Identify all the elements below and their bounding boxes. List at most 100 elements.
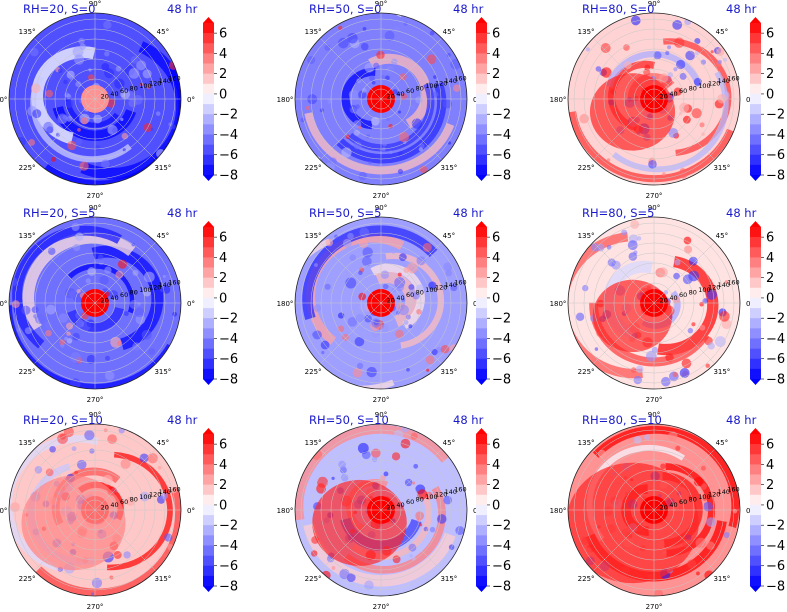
angular-gridline <box>94 449 156 511</box>
colorbar-segment <box>203 287 214 299</box>
field-cell <box>373 62 380 69</box>
field-cell <box>338 37 349 49</box>
colorbar-segment <box>476 535 487 546</box>
colorbar-segment <box>750 53 761 64</box>
colorbar-extend-low <box>203 175 214 181</box>
field-cell <box>401 298 406 302</box>
colorbar-tick-label: 2 <box>219 271 227 286</box>
angle-tick-label: 180° <box>550 96 567 104</box>
colorbar: 6 4 2 0 −2 −4 −6 −8 <box>203 17 238 184</box>
field-cell <box>90 592 94 596</box>
field-cell <box>379 121 387 128</box>
field-cell <box>74 470 79 475</box>
field-cell <box>350 106 357 114</box>
field-cell <box>128 68 140 79</box>
colorbar-tick-label: −4 <box>219 128 238 143</box>
colorbar-tick-label: −4 <box>766 332 785 347</box>
polar-grid <box>568 13 740 185</box>
colorbar-tick-label: −4 <box>766 539 785 554</box>
panel-title: RH=80, S=10 <box>582 413 662 427</box>
angle-tick-label: 45° <box>716 439 728 447</box>
warm-core <box>90 292 108 310</box>
field-cell <box>393 26 400 33</box>
field-cell <box>445 269 452 277</box>
colorbar-tick-label: −6 <box>492 352 511 367</box>
colorbar-tick-label: 4 <box>766 47 774 62</box>
field-cell <box>380 270 390 279</box>
colorbar-segment <box>750 434 761 445</box>
field-cell <box>366 380 371 385</box>
field-cell <box>66 94 72 100</box>
field-cell <box>691 108 702 119</box>
field-cell <box>142 69 152 79</box>
colorbar-tick-label: −8 <box>492 580 511 595</box>
angular-gridline <box>653 38 715 100</box>
angle-tick-label: 270° <box>373 192 390 200</box>
angle-tick-label: 180° <box>550 300 567 308</box>
spiral-band <box>370 263 425 329</box>
colorbar-segment <box>476 525 487 536</box>
panel-time-label: 48 hr <box>453 413 484 427</box>
field-cell <box>714 336 726 348</box>
colorbar-tick-label: 0 <box>492 498 500 513</box>
colorbar-segment <box>203 257 214 268</box>
colorbar-extend-low <box>203 586 214 592</box>
field-cell <box>345 277 357 289</box>
radial-tick-label: 40 <box>396 294 404 302</box>
radial-tick-label: 20 <box>660 296 668 304</box>
colorbar-segment <box>203 484 214 496</box>
colorbar-tick-label: 2 <box>492 271 500 286</box>
field-cell <box>76 459 87 470</box>
radial-tick-label: 140 <box>159 77 171 85</box>
field-cell <box>397 168 404 175</box>
field-cell <box>696 571 700 576</box>
angle-tick-label: 0° <box>187 96 195 104</box>
polar-frame <box>294 423 468 597</box>
colorbar-segment <box>476 93 487 105</box>
radial-tick-label: 80 <box>130 496 138 504</box>
colorbar-segment <box>750 525 761 536</box>
field-cell <box>431 348 438 356</box>
angle-tick-label: 90° <box>375 0 387 8</box>
polar-grid <box>9 217 181 389</box>
field-cell <box>590 243 600 252</box>
field-cell <box>417 489 428 500</box>
radial-tick-label: 160 <box>454 485 466 493</box>
field-cell <box>370 116 380 126</box>
field-cell <box>64 37 72 45</box>
colorbar-extend-high <box>203 221 214 227</box>
field-cell <box>391 58 398 65</box>
radial-tick-label: 140 <box>159 488 171 496</box>
angle-tick-label: 135° <box>19 439 36 447</box>
angle-tick-label: 135° <box>578 28 595 36</box>
colorbar-segment <box>750 297 761 309</box>
field-cell <box>45 329 52 337</box>
polar-frame <box>8 12 182 186</box>
field-cell <box>633 375 642 385</box>
colorbar-tick-label: −8 <box>219 373 238 388</box>
panel: 204060801001201401600°45°90°135°180°225°… <box>0 204 238 404</box>
field-cell <box>624 61 632 69</box>
field-cell <box>64 336 69 341</box>
angle-tick-label: 315° <box>440 575 457 583</box>
colorbar-segment <box>476 53 487 64</box>
field-cell <box>426 368 430 372</box>
colorbar-segment <box>203 434 214 445</box>
field-cell <box>24 327 32 335</box>
colorbar-segment <box>750 484 761 496</box>
radial-tick-label: 80 <box>689 85 697 93</box>
radial-tick-label: 40 <box>396 501 404 509</box>
angle-tick-label: 315° <box>440 368 457 376</box>
colorbar-extend-high <box>476 17 487 23</box>
colorbar-tick-label: 6 <box>766 27 774 42</box>
field-cell <box>699 324 706 331</box>
field-cell <box>75 138 83 146</box>
radial-tick-label: 140 <box>445 281 457 289</box>
colorbar-tick-label: 4 <box>219 458 227 473</box>
field-cell <box>116 340 123 346</box>
field-cell <box>29 47 39 57</box>
field-cell <box>408 543 417 552</box>
field-cell <box>146 84 152 89</box>
panel-time-label: 48 hr <box>453 206 484 220</box>
angle-tick-label: 180° <box>277 507 294 515</box>
